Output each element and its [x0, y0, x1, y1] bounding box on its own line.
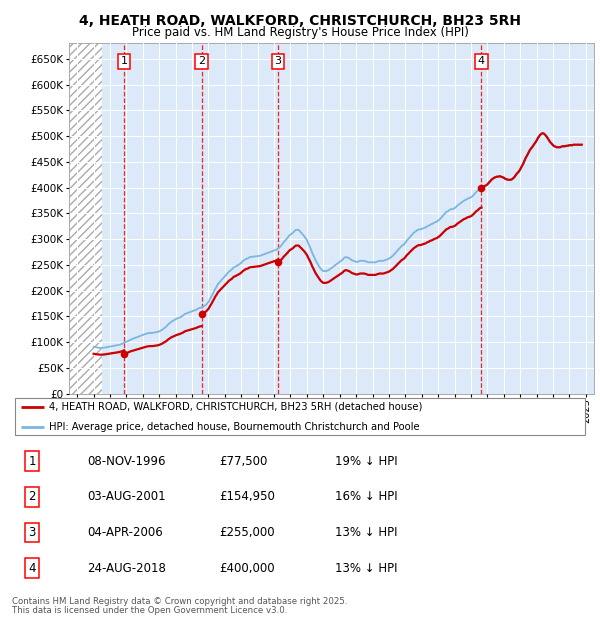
Text: HPI: Average price, detached house, Bournemouth Christchurch and Poole: HPI: Average price, detached house, Bour…	[49, 422, 420, 432]
Bar	[69, 43, 102, 394]
Text: 16% ↓ HPI: 16% ↓ HPI	[335, 490, 397, 503]
Text: £255,000: £255,000	[220, 526, 275, 539]
Text: Price paid vs. HM Land Registry's House Price Index (HPI): Price paid vs. HM Land Registry's House …	[131, 26, 469, 39]
Text: 13% ↓ HPI: 13% ↓ HPI	[335, 562, 397, 575]
Text: 3: 3	[275, 56, 281, 66]
Text: 4: 4	[478, 56, 485, 66]
Text: 19% ↓ HPI: 19% ↓ HPI	[335, 454, 397, 467]
Text: 24-AUG-2018: 24-AUG-2018	[87, 562, 166, 575]
Text: 4, HEATH ROAD, WALKFORD, CHRISTCHURCH, BH23 5RH (detached house): 4, HEATH ROAD, WALKFORD, CHRISTCHURCH, B…	[49, 402, 423, 412]
FancyBboxPatch shape	[15, 399, 585, 435]
Text: 4: 4	[28, 562, 36, 575]
Text: 1: 1	[28, 454, 36, 467]
Text: This data is licensed under the Open Government Licence v3.0.: This data is licensed under the Open Gov…	[12, 606, 287, 615]
Text: 1: 1	[121, 56, 128, 66]
Text: £154,950: £154,950	[220, 490, 275, 503]
Text: £77,500: £77,500	[220, 454, 268, 467]
Text: 08-NOV-1996: 08-NOV-1996	[87, 454, 166, 467]
Text: 03-AUG-2001: 03-AUG-2001	[87, 490, 166, 503]
Text: 3: 3	[28, 526, 36, 539]
Text: 2: 2	[28, 490, 36, 503]
Text: 4, HEATH ROAD, WALKFORD, CHRISTCHURCH, BH23 5RH: 4, HEATH ROAD, WALKFORD, CHRISTCHURCH, B…	[79, 14, 521, 28]
Text: Contains HM Land Registry data © Crown copyright and database right 2025.: Contains HM Land Registry data © Crown c…	[12, 597, 347, 606]
Text: £400,000: £400,000	[220, 562, 275, 575]
Text: 04-APR-2006: 04-APR-2006	[87, 526, 163, 539]
Text: 13% ↓ HPI: 13% ↓ HPI	[335, 526, 397, 539]
Text: 2: 2	[198, 56, 205, 66]
